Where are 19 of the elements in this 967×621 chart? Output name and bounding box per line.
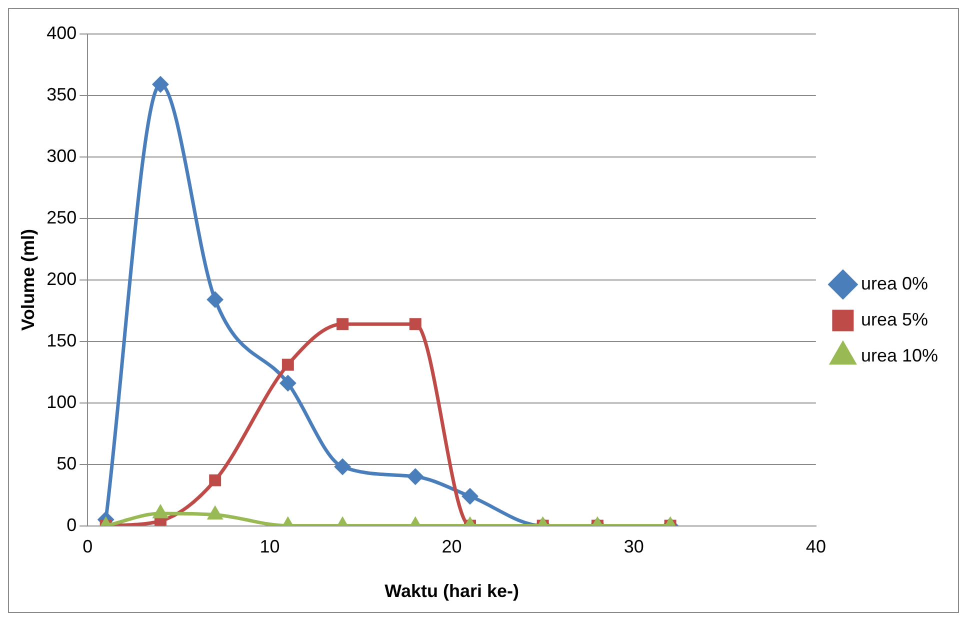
legend-label: urea 0% xyxy=(860,273,928,294)
x-tick-label: 30 xyxy=(624,536,644,557)
legend-label: urea 5% xyxy=(860,309,928,330)
y-tick-label: 150 xyxy=(46,330,77,350)
x-tick-label: 10 xyxy=(260,536,280,557)
x-tick-label: 0 xyxy=(82,536,93,557)
y-tick-label: 400 xyxy=(46,22,77,43)
y-tick-label: 50 xyxy=(56,453,77,474)
x-tick-label: 40 xyxy=(806,536,826,557)
y-tick-label: 0 xyxy=(66,514,77,535)
legend-label: urea 10% xyxy=(860,345,938,366)
y-tick-label: 100 xyxy=(46,392,77,412)
y-axis-title: Volume (ml) xyxy=(18,229,38,331)
y-tick-label: 350 xyxy=(46,84,77,104)
y-tick-label: 300 xyxy=(46,146,77,166)
y-tick-label: 250 xyxy=(46,207,77,228)
y-tick-label: 200 xyxy=(46,268,77,289)
x-tick-label: 20 xyxy=(442,536,462,557)
x-axis-title: Waktu (hari ke-) xyxy=(384,581,519,602)
